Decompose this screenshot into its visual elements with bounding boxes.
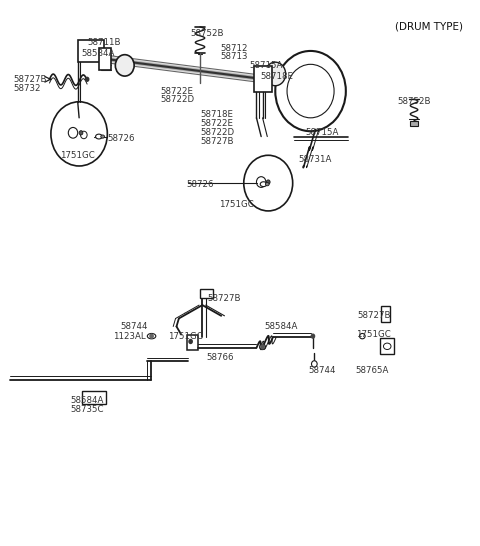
Text: 58732: 58732 [13, 84, 41, 93]
Text: 1751GC: 1751GC [219, 200, 253, 209]
Text: 58584A: 58584A [264, 322, 298, 331]
Circle shape [244, 155, 293, 211]
Ellipse shape [101, 135, 105, 138]
Circle shape [51, 102, 108, 166]
Bar [200, 288, 213, 298]
Circle shape [287, 64, 334, 118]
Text: 58726: 58726 [186, 180, 214, 189]
Text: 58744: 58744 [120, 322, 147, 331]
Ellipse shape [96, 134, 102, 139]
Bar [381, 306, 390, 322]
Text: 58727B: 58727B [13, 75, 47, 84]
Bar [380, 339, 394, 354]
Circle shape [312, 361, 317, 367]
Bar [254, 67, 272, 92]
Text: 58715A: 58715A [306, 128, 339, 137]
Text: 1751GC: 1751GC [168, 331, 203, 341]
Text: 58766: 58766 [206, 353, 234, 362]
Ellipse shape [260, 344, 265, 349]
Bar [99, 48, 110, 70]
Ellipse shape [265, 182, 269, 186]
Text: 1751GC: 1751GC [60, 151, 95, 160]
Text: 58727B: 58727B [207, 294, 240, 302]
Text: 58584A: 58584A [71, 396, 104, 405]
Text: 58722E: 58722E [200, 119, 233, 128]
Circle shape [265, 62, 286, 86]
Ellipse shape [384, 343, 391, 349]
Text: 58744: 58744 [308, 366, 336, 375]
Circle shape [115, 55, 134, 76]
Text: 58584A: 58584A [81, 49, 114, 58]
Circle shape [68, 127, 78, 138]
Text: 58712: 58712 [220, 44, 248, 53]
Text: 58711B: 58711B [87, 38, 120, 48]
Text: 58727B: 58727B [200, 138, 233, 146]
Text: 58722D: 58722D [200, 128, 234, 137]
Ellipse shape [266, 180, 270, 184]
Text: 58713: 58713 [220, 52, 248, 61]
Bar [78, 40, 104, 62]
Circle shape [85, 76, 89, 82]
Text: 58752B: 58752B [397, 97, 431, 106]
Ellipse shape [79, 130, 83, 135]
Circle shape [81, 131, 87, 139]
Text: (DRUM TYPE): (DRUM TYPE) [396, 21, 464, 32]
Circle shape [256, 177, 266, 187]
Text: 58731A: 58731A [299, 155, 332, 164]
Circle shape [149, 334, 154, 339]
Text: 58718E: 58718E [200, 110, 233, 119]
Text: 58718E: 58718E [260, 72, 293, 81]
Ellipse shape [260, 182, 267, 187]
Text: 58752B: 58752B [191, 29, 224, 38]
Ellipse shape [360, 334, 365, 339]
Bar [187, 335, 198, 350]
Circle shape [311, 334, 315, 339]
Bar [410, 121, 418, 126]
Text: 1751GC: 1751GC [356, 330, 391, 339]
Ellipse shape [147, 334, 156, 339]
Text: 58735C: 58735C [71, 406, 104, 414]
Text: 58727B: 58727B [358, 311, 391, 321]
Circle shape [260, 344, 265, 349]
Bar [83, 391, 106, 404]
Text: 58726: 58726 [108, 134, 135, 143]
Text: 58715A: 58715A [250, 61, 283, 70]
Text: 58722E: 58722E [160, 87, 193, 96]
Text: 1123AL: 1123AL [113, 331, 145, 341]
Circle shape [276, 51, 346, 131]
Text: 58722D: 58722D [160, 95, 194, 104]
Text: 58765A: 58765A [355, 366, 389, 375]
Circle shape [188, 339, 193, 344]
